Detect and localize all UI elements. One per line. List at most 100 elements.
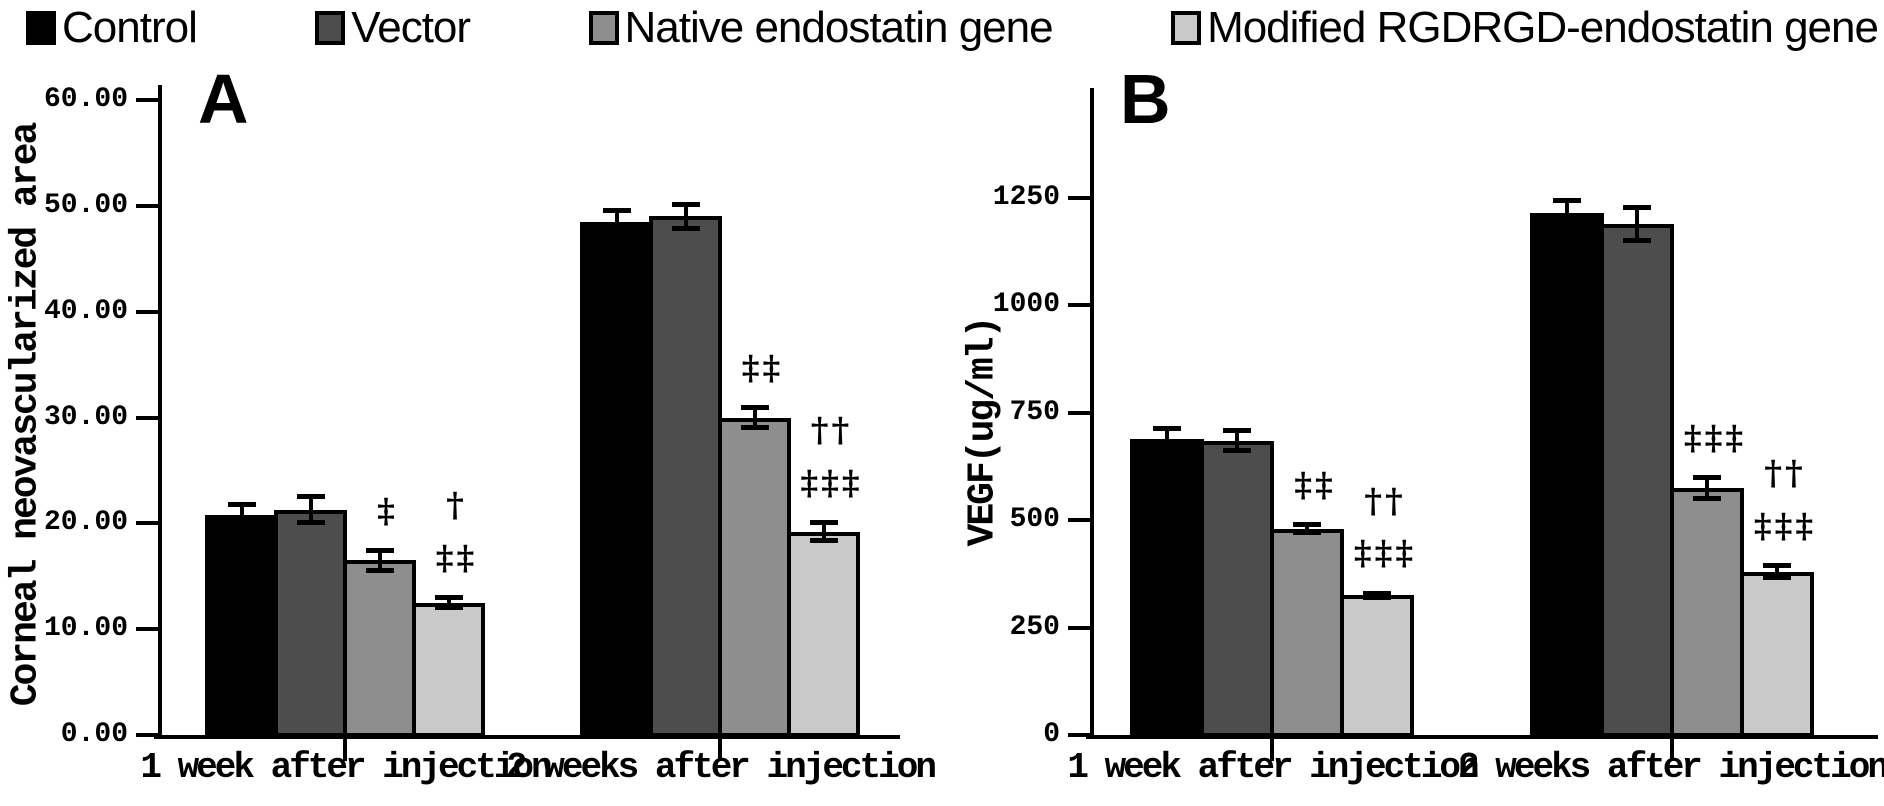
legend-swatch-native-endostatin-gene <box>588 11 619 45</box>
legend-label-control: Control <box>62 3 198 52</box>
panel-a-error-cap-top-control-week1 <box>227 502 256 508</box>
panel-a-error-cap-top-vector-week1 <box>296 493 325 499</box>
panel-b-error-cap-top-modified-rgdrgd-endostatin-gene-week1 <box>1363 590 1391 596</box>
panel-b-bar-vector-week1 <box>1200 440 1274 737</box>
panel-b-significance-native-endostatin-gene-week1: ‡‡ <box>1294 465 1336 506</box>
panel-b-error-bar-modified-rgdrgd-endostatin-gene-week2 <box>1775 565 1779 579</box>
legend-swatch-modified-rgdrgd-endostatin-gene <box>1171 11 1202 45</box>
legend-swatch-control <box>26 11 56 45</box>
panel-a-y-tick-40.00 <box>136 309 158 314</box>
panel-a-error-cap-bottom-modified-rgdrgd-endostatin-gene-week2 <box>809 538 838 544</box>
panel-a-y-tick-60.00 <box>136 98 158 103</box>
panel-b-error-cap-top-native-endostatin-gene-week1 <box>1293 522 1321 528</box>
panel-b-error-cap-top-native-endostatin-gene-week2 <box>1693 475 1721 481</box>
panel-a-category-label-2: 2 weeks after injection <box>506 747 937 788</box>
panel-b-y-axis <box>1090 88 1094 739</box>
panel-a-error-cap-bottom-vector-week1 <box>296 520 325 526</box>
panel-a-error-cap-top-native-endostatin-gene-week2 <box>740 404 769 410</box>
panel-a-significance-modified-rgdrgd-endostatin-gene-week1: † ‡‡ <box>435 486 478 579</box>
panel-a-y-tick-10.00 <box>136 627 158 632</box>
panel-a-bar-control-week2 <box>580 221 653 737</box>
panel-b-error-bar-native-endostatin-gene-week1 <box>1305 524 1309 534</box>
panel-a-error-cap-top-modified-rgdrgd-endostatin-gene-week1 <box>434 595 463 601</box>
legend: Control Vector Native endostatin gene Modif… <box>26 2 1879 54</box>
panel-b-bar-modified-rgdrgd-endostatin-gene-week1 <box>1340 595 1414 737</box>
panel-b-error-bar-native-endostatin-gene-week2 <box>1705 477 1709 499</box>
panel-a-error-bar-native-endostatin-gene-week1 <box>377 549 382 571</box>
panel-a-y-tick-label-20.00: 20.00 <box>43 507 128 539</box>
panel-b-significance-native-endostatin-gene-week2: ‡‡‡ <box>1683 418 1747 459</box>
panel-b-error-cap-bottom-modified-rgdrgd-endostatin-gene-week1 <box>1363 594 1391 600</box>
panel-a-y-tick-label-30.00: 30.00 <box>43 401 128 433</box>
panel-a-y-tick-20.00 <box>136 521 158 526</box>
panel-b-error-cap-bottom-vector-week2 <box>1623 237 1651 243</box>
legend-item-native-endostatin-gene: Native endostatin gene <box>588 3 1054 52</box>
panel-a-bar-vector-week1 <box>274 509 347 737</box>
panel-a-x-tick-1 <box>343 739 347 761</box>
panel-b-y-tick-label-0: 0 <box>1043 719 1060 750</box>
panel-b-error-cap-top-control-week1 <box>1153 425 1181 431</box>
panel-b-significance-modified-rgdrgd-endostatin-gene-week2: †† ‡‡‡ <box>1753 453 1817 547</box>
panel-b-x-tick-1 <box>1270 739 1274 761</box>
panel-a-error-cap-bottom-modified-rgdrgd-endostatin-gene-week1 <box>434 605 463 610</box>
panel-b-significance-modified-rgdrgd-endostatin-gene-week1: †† ‡‡‡ <box>1353 481 1417 575</box>
panel-b-bar-modified-rgdrgd-endostatin-gene-week2 <box>1740 571 1814 737</box>
panel-b-bar-native-endostatin-gene-week1 <box>1270 528 1344 737</box>
panel-a-y-axis <box>158 85 162 739</box>
legend-label-modified-rgdrgd-endostatin-gene: Modified RGDRGD-endostatin gene <box>1207 3 1879 52</box>
panel-b-bar-vector-week2 <box>1600 223 1674 737</box>
panel-b-y-tick-label-1000: 1000 <box>992 289 1060 321</box>
panel-a-error-cap-bottom-vector-week2 <box>671 226 700 232</box>
panel-a-significance-native-endostatin-gene-week2: ‡‡ <box>741 348 784 389</box>
panel-a-error-cap-top-control-week2 <box>602 208 631 214</box>
panel-a-error-bar-control-week2 <box>614 210 619 234</box>
panel-b-error-bar-control-week2 <box>1565 200 1569 226</box>
panel-a-error-cap-bottom-native-endostatin-gene-week2 <box>740 425 769 431</box>
panel-b-y-tick-label-750: 750 <box>1009 396 1060 428</box>
panel-b-y-tick-1000 <box>1068 303 1090 308</box>
panel-a-bar-modified-rgdrgd-endostatin-gene-week1 <box>412 602 485 737</box>
panel-a-error-cap-bottom-native-endostatin-gene-week1 <box>365 567 394 573</box>
panel-b-y-tick-0 <box>1068 733 1090 737</box>
panel-a-y-tick-label-40.00: 40.00 <box>43 295 128 327</box>
panel-a-y-tick-30.00 <box>136 415 158 420</box>
legend-item-modified-rgdrgd-endostatin-gene: Modified RGDRGD-endostatin gene <box>1171 3 1879 52</box>
panel-b-bar-control-week2 <box>1530 213 1604 737</box>
panel-b-error-cap-bottom-control-week1 <box>1153 446 1181 452</box>
legend-label-native-endostatin-gene: Native endostatin gene <box>624 3 1054 52</box>
legend-swatch-vector <box>315 11 346 45</box>
panel-a-y-tick-0.00 <box>136 733 158 737</box>
panel-b-error-bar-vector-week1 <box>1235 429 1239 452</box>
panel-a-bar-control-week1 <box>205 514 278 737</box>
legend-item-control: Control <box>26 3 198 52</box>
panel-b-category-label-2: 2 weeks after injection <box>1458 747 1884 788</box>
panel-a-panel-letter: A <box>198 60 249 138</box>
panel-b-error-cap-top-modified-rgdrgd-endostatin-gene-week2 <box>1763 563 1791 569</box>
panel-a-error-bar-native-endostatin-gene-week2 <box>752 406 757 429</box>
panel-a-category-label-1: 1 week after injection <box>140 747 552 788</box>
panel-b-error-cap-top-vector-week2 <box>1623 204 1651 210</box>
panel-b-panel-letter: B <box>1120 60 1171 138</box>
panel-b-error-cap-bottom-vector-week1 <box>1223 448 1251 454</box>
panel-a-error-cap-top-vector-week2 <box>671 201 700 207</box>
panel-b-y-tick-1250 <box>1068 196 1090 200</box>
panel-a-significance-native-endostatin-gene-week1: ‡ <box>377 491 398 532</box>
panel-a-error-cap-top-native-endostatin-gene-week1 <box>365 547 394 553</box>
panel-b-x-tick-2 <box>1670 739 1674 761</box>
panel-a-error-cap-bottom-control-week1 <box>227 522 256 528</box>
panel-a-bar-vector-week2 <box>649 216 722 737</box>
panel-b-bar-native-endostatin-gene-week2 <box>1670 487 1744 737</box>
panel-b-error-cap-top-control-week2 <box>1553 198 1581 204</box>
panel-a-bar-native-endostatin-gene-week2 <box>718 417 791 737</box>
panel-b-y-tick-250 <box>1068 625 1090 630</box>
panel-a-y-tick-label-0.00: 0.00 <box>60 719 128 750</box>
panel-b-y-tick-label-250: 250 <box>1009 611 1060 643</box>
panel-a-significance-modified-rgdrgd-endostatin-gene-week2: †† ‡‡‡ <box>800 410 863 504</box>
panel-b-error-bar-vector-week2 <box>1635 206 1639 241</box>
panel-a-error-bar-vector-week1 <box>308 495 313 524</box>
panel-b-error-cap-top-vector-week1 <box>1223 427 1251 433</box>
panel-a-y-tick-label-50.00: 50.00 <box>43 189 128 221</box>
panel-a-bar-modified-rgdrgd-endostatin-gene-week2 <box>787 531 860 737</box>
panel-a-error-bar-vector-week2 <box>683 203 688 230</box>
